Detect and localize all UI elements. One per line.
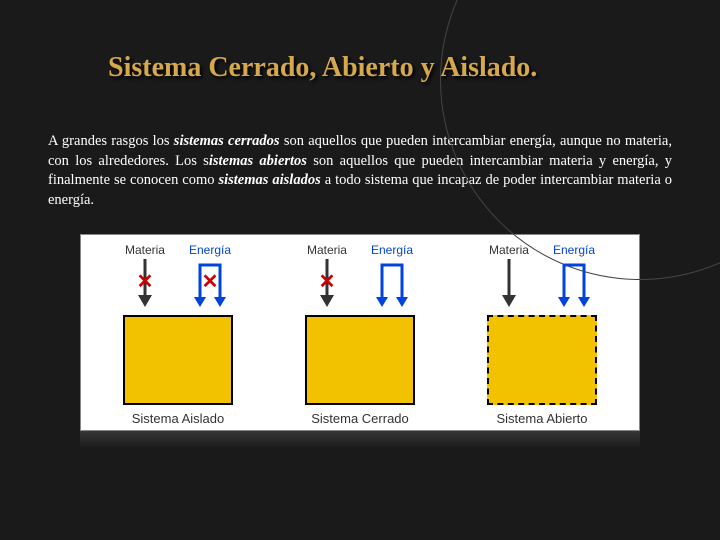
system-box-solid bbox=[123, 315, 233, 405]
reflection-effect bbox=[80, 431, 640, 449]
system-box-solid bbox=[305, 315, 415, 405]
label-materia: Materia bbox=[307, 243, 347, 257]
arrow-materia: Materia bbox=[489, 243, 529, 307]
label-energia: Energía bbox=[553, 243, 595, 257]
caption-aislado: Sistema Aislado bbox=[132, 411, 225, 426]
caption-cerrado: Sistema Cerrado bbox=[311, 411, 409, 426]
system-box-dashed bbox=[487, 315, 597, 405]
label-materia: Materia bbox=[125, 243, 165, 257]
slide-title: Sistema Cerrado, Abierto y Aislado. bbox=[108, 52, 672, 84]
bidir-arrow-icon bbox=[190, 257, 230, 307]
arrow-row: Materia ✕ Energía bbox=[307, 243, 413, 313]
systems-diagram: Materia ✕ Energía ✕ bbox=[80, 234, 640, 431]
arrow-row: Materia ✕ Energía ✕ bbox=[125, 243, 231, 313]
bidir-arrow-icon bbox=[554, 257, 594, 307]
down-arrow-icon bbox=[318, 257, 336, 307]
body-paragraph: A grandes rasgos los sistemas cerrados s… bbox=[48, 132, 672, 210]
bold-aislados: sistemas aislados bbox=[218, 172, 320, 188]
bold-cerrados: sistemas cerrados bbox=[174, 133, 280, 149]
down-arrow-icon bbox=[500, 257, 518, 307]
label-energia: Energía bbox=[189, 243, 231, 257]
caption-abierto: Sistema Abierto bbox=[496, 411, 587, 426]
panel-cerrado: Materia ✕ Energía Sistem bbox=[275, 243, 445, 426]
arrow-materia: Materia ✕ bbox=[307, 243, 347, 307]
arrow-energia: Energía ✕ bbox=[189, 243, 231, 307]
panel-abierto: Materia Energía Sistema Abierto bbox=[457, 243, 627, 426]
arrow-energia: Energía bbox=[553, 243, 595, 307]
arrow-row: Materia Energía bbox=[489, 243, 595, 313]
label-materia: Materia bbox=[489, 243, 529, 257]
bidir-arrow-icon bbox=[372, 257, 412, 307]
arrow-materia: Materia ✕ bbox=[125, 243, 165, 307]
panel-aislado: Materia ✕ Energía ✕ bbox=[93, 243, 263, 426]
text-run: A grandes rasgos los bbox=[48, 133, 174, 149]
arrow-energia: Energía bbox=[371, 243, 413, 307]
label-energia: Energía bbox=[371, 243, 413, 257]
slide: Sistema Cerrado, Abierto y Aislado. A gr… bbox=[0, 0, 720, 540]
down-arrow-icon bbox=[136, 257, 154, 307]
bold-abiertos: istemas abiertos bbox=[209, 153, 307, 169]
